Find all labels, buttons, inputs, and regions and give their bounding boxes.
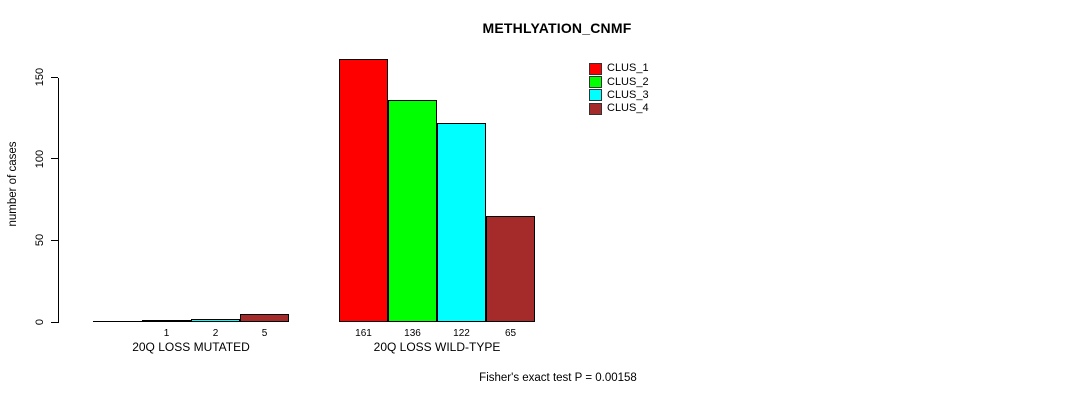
bar-clus_4-group1 (240, 314, 289, 322)
legend-item-clus_2: CLUS_2 (589, 75, 649, 89)
bar-count-label: 136 (404, 328, 421, 339)
legend-label: CLUS_1 (607, 62, 649, 75)
group-label-mutated: 20Q LOSS MUTATED (132, 340, 250, 354)
legend-item-clus_1: CLUS_1 (589, 62, 649, 75)
y-axis-line (58, 78, 59, 323)
bar-count-label: 122 (453, 328, 470, 339)
bar-clus_1-group2 (339, 59, 388, 322)
bar-count-label: 5 (261, 328, 268, 339)
bar-clus_3-group2 (437, 123, 486, 322)
bar-count-label: 161 (355, 328, 372, 339)
chart-title: METHLYATION_CNMF (482, 20, 632, 36)
bar-count-label: 1 (163, 328, 170, 339)
y-axis-tick-label: 50 (34, 234, 46, 247)
legend-swatch-clus_2 (589, 76, 602, 89)
y-axis-tick (51, 239, 58, 241)
bar-clus_1-group1 (93, 321, 142, 322)
legend: CLUS_1 CLUS_2 CLUS_3 CLUS_4 (589, 62, 649, 116)
y-axis-tick-label: 100 (34, 149, 46, 168)
legend-swatch-clus_1 (589, 62, 602, 75)
legend-label: CLUS_2 (607, 75, 649, 88)
y-axis-tick (51, 158, 58, 160)
y-axis-title: number of cases (7, 141, 19, 227)
bar-count-label: 65 (504, 328, 517, 339)
bar-clus_2-group1 (142, 320, 191, 322)
y-axis-tick (51, 76, 58, 78)
bar-count-label: 2 (212, 328, 219, 339)
bar-clus_4-group2 (486, 216, 535, 322)
legend-label: CLUS_3 (607, 88, 649, 101)
y-axis-tick-label: 150 (34, 67, 46, 87)
legend-item-clus_3: CLUS_3 (589, 89, 649, 102)
fisher-test-annotation: Fisher's exact test P = 0.00158 (479, 372, 637, 384)
legend-item-clus_4: CLUS_4 (589, 102, 649, 115)
legend-swatch-clus_3 (589, 89, 602, 102)
legend-swatch-clus_4 (589, 102, 602, 115)
group-label-wild-type: 20Q LOSS WILD-TYPE (373, 340, 501, 354)
y-axis-tick (51, 321, 58, 323)
legend-label: CLUS_4 (607, 102, 649, 115)
y-axis-tick-label: 0 (34, 318, 46, 326)
bar-clus_3-group1 (191, 319, 240, 322)
bar-clus_2-group2 (388, 100, 437, 322)
